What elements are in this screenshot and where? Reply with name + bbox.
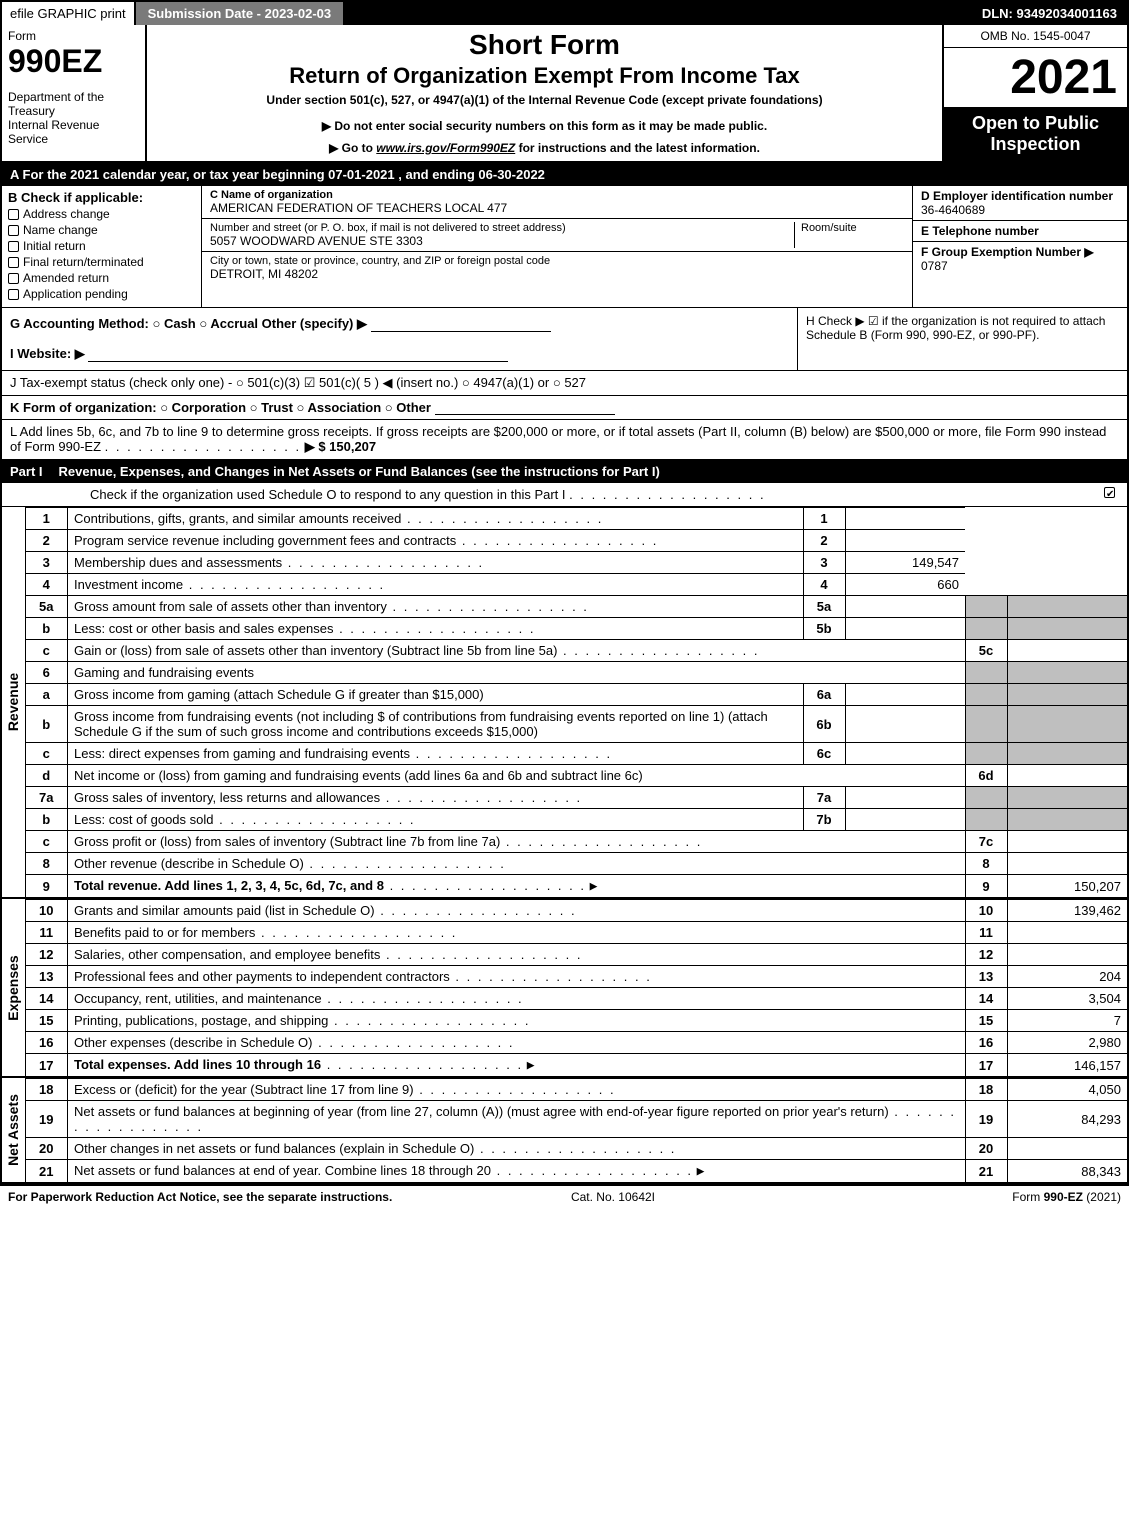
page-footer: For Paperwork Reduction Act Notice, see … (0, 1186, 1129, 1208)
submission-label: Submission Date - 2023-02-03 (136, 2, 346, 25)
line-18: 18Excess or (deficit) for the year (Subt… (26, 1079, 1127, 1101)
line-10: 10Grants and similar amounts paid (list … (26, 900, 1127, 922)
check-final-return[interactable]: Final return/terminated (8, 255, 195, 269)
line-20: 20Other changes in net assets or fund ba… (26, 1138, 1127, 1160)
line-4: 4Investment income4660 (26, 574, 1127, 596)
check-initial-return[interactable]: Initial return (8, 239, 195, 253)
revenue-label: Revenue (5, 673, 21, 731)
irs-link[interactable]: www.irs.gov/Form990EZ (376, 141, 515, 155)
form-of-organization: K Form of organization: ○ Corporation ○ … (2, 396, 1127, 420)
info-grid: B Check if applicable: Address change Na… (2, 186, 1127, 308)
form-header: Form 990EZ Department of the Treasury In… (2, 25, 1127, 163)
line-14: 14Occupancy, rent, utilities, and mainte… (26, 988, 1127, 1010)
netassets-section: Net Assets 18Excess or (deficit) for the… (2, 1078, 1127, 1184)
part-i-check[interactable] (1104, 487, 1115, 498)
room-suite-label: Room/suite (801, 222, 904, 234)
part-i-header: Part I Revenue, Expenses, and Changes in… (2, 460, 1127, 483)
check-address-change[interactable]: Address change (8, 207, 195, 221)
efile-label: efile GRAPHIC print (2, 2, 136, 25)
check-name-change[interactable]: Name change (8, 223, 195, 237)
section-c-address: C Name of organization AMERICAN FEDERATI… (202, 186, 912, 307)
top-bar: efile GRAPHIC print Submission Date - 20… (2, 2, 1127, 25)
line-5c: cGain or (loss) from sale of assets othe… (26, 640, 1127, 662)
section-b-checkboxes: B Check if applicable: Address change Na… (2, 186, 202, 307)
street-address: 5057 WOODWARD AVENUE STE 3303 (210, 234, 794, 248)
line-5b: bLess: cost or other basis and sales exp… (26, 618, 1127, 640)
open-to-public: Open to Public Inspection (944, 107, 1127, 161)
department-label: Department of the Treasury Internal Reve… (8, 90, 139, 146)
line-11: 11Benefits paid to or for members11 (26, 922, 1127, 944)
org-name: AMERICAN FEDERATION OF TEACHERS LOCAL 47… (210, 201, 904, 215)
tax-year: 2021 (944, 48, 1127, 107)
line-7b: bLess: cost of goods sold7b (26, 809, 1127, 831)
tax-exempt-status: J Tax-exempt status (check only one) - ○… (2, 371, 1127, 396)
expenses-section: Expenses 10Grants and similar amounts pa… (2, 899, 1127, 1078)
section-def: D Employer identification number 36-4640… (912, 186, 1127, 307)
ein-label: D Employer identification number (921, 189, 1113, 203)
omb-number: OMB No. 1545-0047 (944, 25, 1127, 48)
subtitle: Under section 501(c), 527, or 4947(a)(1)… (155, 93, 934, 107)
line-6: 6Gaming and fundraising events (26, 662, 1127, 684)
title-return: Return of Organization Exempt From Incom… (155, 63, 934, 89)
line-1: 1Contributions, gifts, grants, and simil… (26, 508, 1127, 530)
catalog-number: Cat. No. 10642I (571, 1190, 655, 1204)
line-15: 15Printing, publications, postage, and s… (26, 1010, 1127, 1032)
line-6d: dNet income or (loss) from gaming and fu… (26, 765, 1127, 787)
line-16: 16Other expenses (describe in Schedule O… (26, 1032, 1127, 1054)
row-a-taxyear: A For the 2021 calendar year, or tax yea… (2, 163, 1127, 186)
accounting-method: G Accounting Method: ○ Cash ○ Accrual Ot… (10, 316, 789, 332)
line-19: 19Net assets or fund balances at beginni… (26, 1101, 1127, 1138)
line-6a: aGross income from gaming (attach Schedu… (26, 684, 1127, 706)
netassets-label: Net Assets (5, 1094, 21, 1166)
revenue-section: Revenue 1Contributions, gifts, grants, a… (2, 507, 1127, 899)
ein-value: 36-4640689 (921, 203, 985, 217)
telephone-label: E Telephone number (921, 224, 1039, 238)
check-application-pending[interactable]: Application pending (8, 287, 195, 301)
line-7a: 7aGross sales of inventory, less returns… (26, 787, 1127, 809)
form-word: Form (8, 29, 139, 43)
group-exemption-label: F Group Exemption Number ▶ (921, 245, 1094, 259)
line-13: 13Professional fees and other payments t… (26, 966, 1127, 988)
goto-line: ▶ Go to www.irs.gov/Form990EZ for instru… (155, 141, 934, 155)
line-l-gross-receipts: L Add lines 5b, 6c, and 7b to line 9 to … (2, 420, 1127, 460)
expenses-table: 10Grants and similar amounts paid (list … (26, 899, 1127, 1076)
expenses-label: Expenses (5, 955, 21, 1020)
paperwork-notice: For Paperwork Reduction Act Notice, see … (8, 1190, 392, 1204)
group-exemption-value: 0787 (921, 259, 948, 273)
ssn-warning: ▶ Do not enter social security numbers o… (155, 119, 934, 133)
form-footer-label: Form 990-EZ (2021) (1012, 1190, 1121, 1204)
line-12: 12Salaries, other compensation, and empl… (26, 944, 1127, 966)
form-number: 990EZ (8, 43, 139, 80)
schedule-b-check: H Check ▶ ☑ if the organization is not r… (797, 308, 1127, 370)
netassets-table: 18Excess or (deficit) for the year (Subt… (26, 1078, 1127, 1182)
website-line: I Website: ▶ (10, 346, 85, 361)
revenue-table: 1Contributions, gifts, grants, and simil… (26, 507, 1127, 897)
part-i-scheduleO: Check if the organization used Schedule … (2, 483, 1127, 507)
check-amended-return[interactable]: Amended return (8, 271, 195, 285)
line-2: 2Program service revenue including gover… (26, 530, 1127, 552)
dln-label: DLN: 93492034001163 (972, 2, 1127, 25)
title-short-form: Short Form (155, 29, 934, 61)
line-7c: cGross profit or (loss) from sales of in… (26, 831, 1127, 853)
line-17: 17Total expenses. Add lines 10 through 1… (26, 1054, 1127, 1077)
line-8: 8Other revenue (describe in Schedule O)8 (26, 853, 1127, 875)
line-6b: bGross income from fundraising events (n… (26, 706, 1127, 743)
line-9: 9Total revenue. Add lines 1, 2, 3, 4, 5c… (26, 875, 1127, 898)
line-6c: cLess: direct expenses from gaming and f… (26, 743, 1127, 765)
line-3: 3Membership dues and assessments3149,547 (26, 552, 1127, 574)
line-5a: 5aGross amount from sale of assets other… (26, 596, 1127, 618)
city-state-zip: DETROIT, MI 48202 (210, 267, 904, 281)
row-gh: G Accounting Method: ○ Cash ○ Accrual Ot… (2, 308, 1127, 371)
line-21: 21Net assets or fund balances at end of … (26, 1160, 1127, 1183)
